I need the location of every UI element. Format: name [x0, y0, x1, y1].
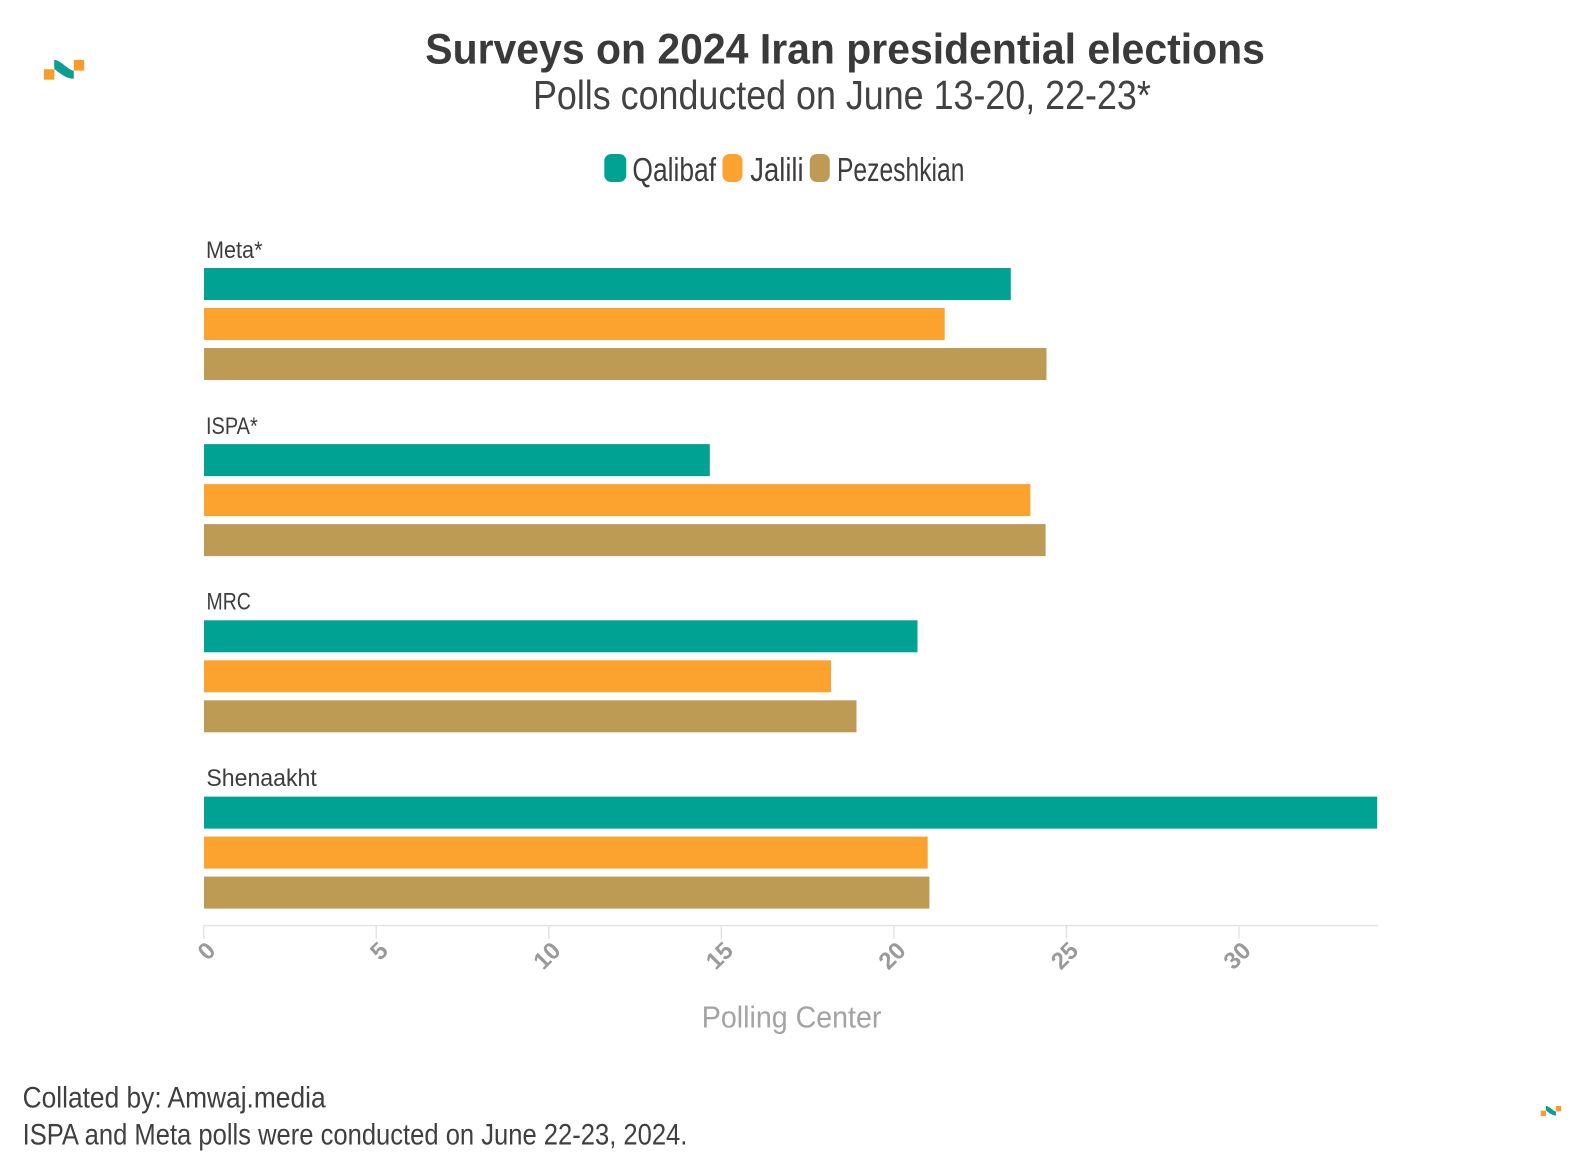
svg-text:15: 15	[701, 937, 739, 975]
svg-text:Collated by: Amwaj.media: Collated by: Amwaj.media	[23, 1082, 326, 1115]
svg-text:Meta*: Meta*	[206, 237, 263, 264]
svg-text:ISPA and Meta polls were condu: ISPA and Meta polls were conducted on Ju…	[23, 1118, 688, 1151]
svg-text:ISPA*: ISPA*	[206, 413, 258, 440]
svg-text:Jalili: Jalili	[750, 152, 803, 189]
svg-text:10: 10	[528, 937, 566, 975]
svg-text:5: 5	[365, 937, 394, 966]
svg-text:0: 0	[193, 937, 222, 966]
svg-text:25: 25	[1046, 937, 1084, 975]
svg-text:20: 20	[873, 937, 911, 975]
svg-text:Pezeshkian: Pezeshkian	[837, 152, 964, 189]
svg-text:Surveys on 2024 Iran president: Surveys on 2024 Iran presidential electi…	[425, 25, 1265, 73]
svg-text:Shenaakht: Shenaakht	[206, 765, 317, 792]
svg-text:30: 30	[1219, 937, 1257, 975]
svg-text:Polling Center: Polling Center	[702, 1000, 882, 1035]
svg-text:Qalibaf: Qalibaf	[632, 152, 716, 189]
svg-text:Polls conducted on June 13-20,: Polls conducted on June 13-20, 22-23*	[533, 72, 1151, 118]
svg-text:MRC: MRC	[207, 589, 251, 616]
